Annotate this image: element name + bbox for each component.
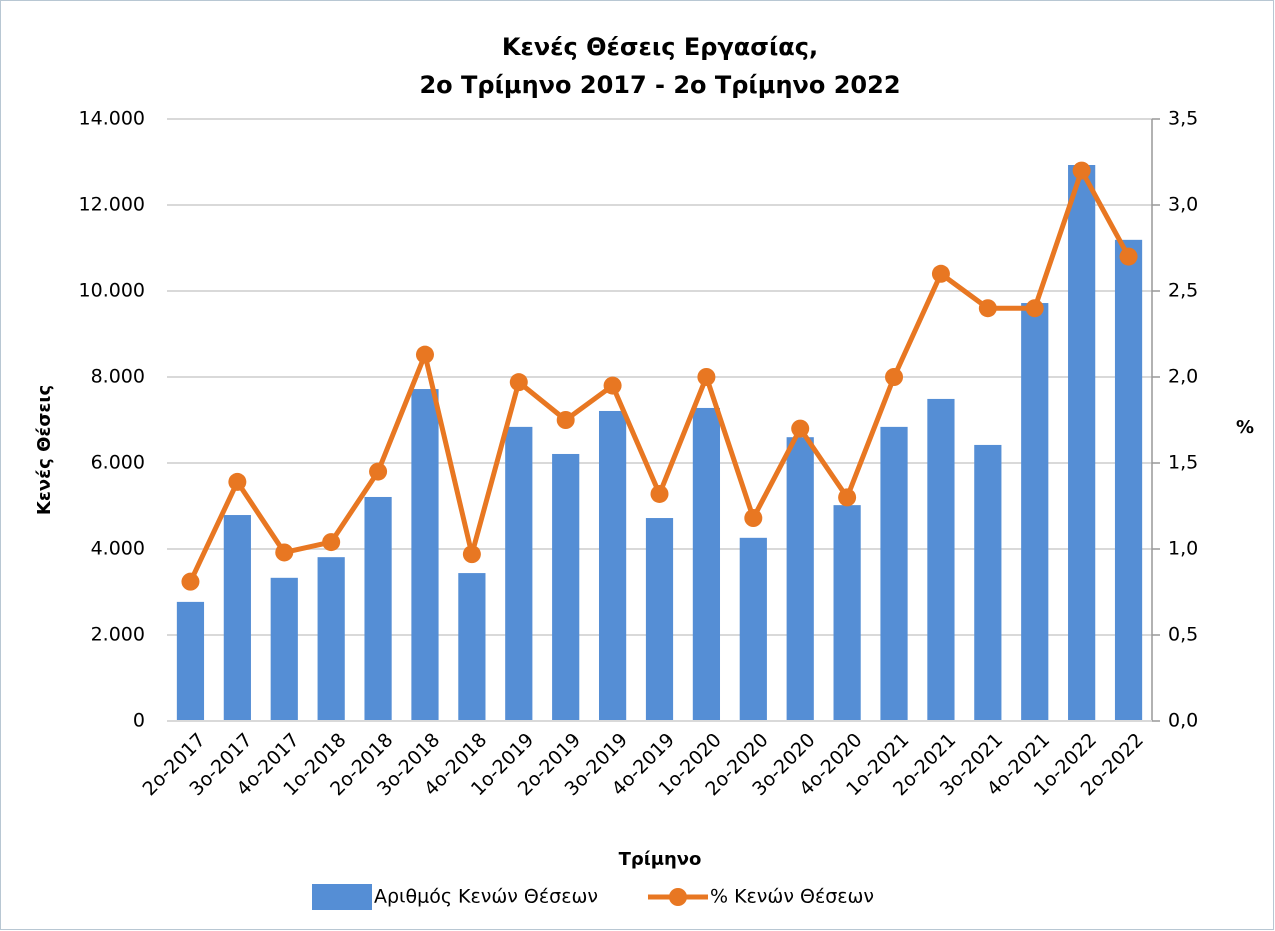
- line-marker: [415, 345, 434, 364]
- line-marker: [369, 462, 388, 481]
- legend-marker: [668, 888, 687, 906]
- y-tick-label: 6.000: [91, 452, 145, 474]
- line-marker: [556, 411, 575, 429]
- bar: [364, 496, 392, 721]
- bar: [1068, 165, 1096, 721]
- bar: [317, 557, 345, 721]
- line-marker: [228, 472, 247, 491]
- line-marker: [838, 488, 857, 507]
- legend-swatch: [312, 884, 372, 910]
- chart-title: Κενές Θέσεις Εργασίας,: [502, 33, 818, 61]
- bar: [739, 537, 767, 721]
- bar: [598, 410, 627, 721]
- bar: [786, 437, 814, 721]
- line-marker: [181, 572, 200, 591]
- x-axis-title: Τρίμηνο: [619, 849, 702, 870]
- y2-tick-label: 2,5: [1168, 280, 1198, 302]
- bar: [505, 426, 533, 721]
- y-tick-label: 4.000: [91, 538, 145, 560]
- y2-tick-label: 1,5: [1168, 452, 1198, 474]
- bar: [1114, 239, 1143, 721]
- y2-tick-label: 2,0: [1168, 366, 1198, 388]
- y2-axis-title: %: [1236, 417, 1254, 438]
- bar: [927, 398, 955, 721]
- line-marker: [931, 264, 950, 283]
- line-marker: [791, 419, 810, 438]
- y2-tick-label: 1,0: [1168, 538, 1198, 560]
- y-tick-label: 8.000: [91, 366, 145, 388]
- y-axis-title: Κενές Θέσεις: [34, 385, 55, 515]
- line-marker: [1119, 247, 1138, 266]
- line-marker: [462, 545, 481, 564]
- line-marker: [697, 368, 716, 386]
- y2-tick-label: 3,5: [1168, 108, 1198, 130]
- chart-title: 2ο Τρίμηνο 2017 - 2ο Τρίμηνο 2022: [419, 71, 900, 99]
- line-marker: [275, 543, 294, 562]
- line-marker: [885, 368, 904, 386]
- y2-tick-label: 0,5: [1168, 624, 1198, 646]
- bar: [880, 426, 908, 721]
- bar: [223, 515, 251, 721]
- line-marker: [1072, 161, 1091, 180]
- y-tick-label: 14.000: [79, 108, 145, 130]
- bar: [270, 577, 298, 721]
- line-marker: [322, 533, 341, 552]
- bar: [974, 444, 1002, 721]
- legend-label: % Κενών Θέσεων: [710, 886, 874, 908]
- bar: [552, 453, 580, 721]
- y-tick-label: 2.000: [91, 624, 145, 646]
- bar: [645, 518, 674, 721]
- y-tick-label: 10.000: [79, 280, 145, 302]
- bar: [411, 389, 439, 721]
- bar: [176, 601, 205, 721]
- line-marker: [603, 376, 622, 395]
- bar: [833, 505, 861, 721]
- line-marker: [978, 299, 997, 318]
- bar: [692, 407, 721, 721]
- line-marker: [509, 373, 528, 392]
- y-tick-label: 0: [133, 710, 145, 732]
- line-marker: [1025, 299, 1044, 318]
- y2-tick-label: 3,0: [1168, 194, 1198, 216]
- bar: [1021, 303, 1049, 721]
- line-marker: [650, 484, 669, 503]
- y-tick-label: 12.000: [79, 194, 145, 216]
- y2-tick-label: 0,0: [1168, 710, 1198, 732]
- legend-label: Αριθμός Κενών Θέσεων: [374, 886, 598, 908]
- line-marker: [744, 509, 763, 528]
- bar: [458, 573, 486, 721]
